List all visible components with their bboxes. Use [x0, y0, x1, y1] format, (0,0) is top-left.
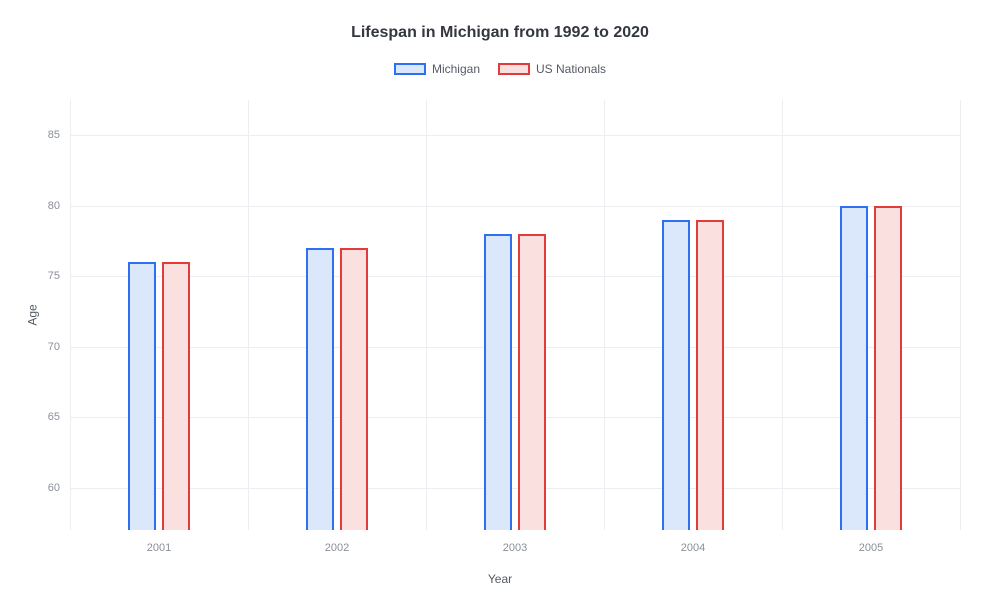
gridline-horizontal: [70, 417, 960, 418]
gridline-vertical: [960, 100, 961, 530]
gridline-horizontal: [70, 135, 960, 136]
ytick-label: 70: [48, 341, 60, 353]
gridline-vertical: [70, 100, 71, 530]
legend: Michigan US Nationals: [0, 62, 1000, 76]
bar: [874, 206, 902, 530]
ytick-label: 65: [48, 411, 60, 423]
bar: [518, 234, 546, 530]
gridline-horizontal: [70, 488, 960, 489]
ytick-label: 75: [48, 270, 60, 282]
bar: [662, 220, 690, 530]
xtick-label: 2005: [859, 542, 883, 554]
legend-item: US Nationals: [498, 62, 606, 76]
bar: [484, 234, 512, 530]
gridline-horizontal: [70, 206, 960, 207]
bar: [128, 262, 156, 530]
bar: [840, 206, 868, 530]
ytick-label: 80: [48, 200, 60, 212]
xtick-label: 2004: [681, 542, 705, 554]
chart-container: Lifespan in Michigan from 1992 to 2020 M…: [0, 0, 1000, 600]
ytick-label: 60: [48, 482, 60, 494]
legend-item: Michigan: [394, 62, 480, 76]
chart-title: Lifespan in Michigan from 1992 to 2020: [0, 0, 1000, 42]
gridline-vertical: [248, 100, 249, 530]
legend-label: US Nationals: [536, 62, 606, 76]
gridline-vertical: [604, 100, 605, 530]
legend-label: Michigan: [432, 62, 480, 76]
xtick-label: 2003: [503, 542, 527, 554]
ytick-label: 85: [48, 129, 60, 141]
gridline-horizontal: [70, 347, 960, 348]
legend-swatch: [498, 63, 530, 75]
x-axis-label: Year: [488, 572, 512, 586]
bar: [696, 220, 724, 530]
legend-swatch: [394, 63, 426, 75]
gridline-vertical: [426, 100, 427, 530]
bar: [162, 262, 190, 530]
bar: [306, 248, 334, 530]
plot-area: 60657075808520012002200320042005: [70, 100, 960, 530]
gridline-horizontal: [70, 276, 960, 277]
gridline-vertical: [782, 100, 783, 530]
xtick-label: 2002: [325, 542, 349, 554]
y-axis-label: Age: [26, 304, 40, 325]
xtick-label: 2001: [147, 542, 171, 554]
bar: [340, 248, 368, 530]
